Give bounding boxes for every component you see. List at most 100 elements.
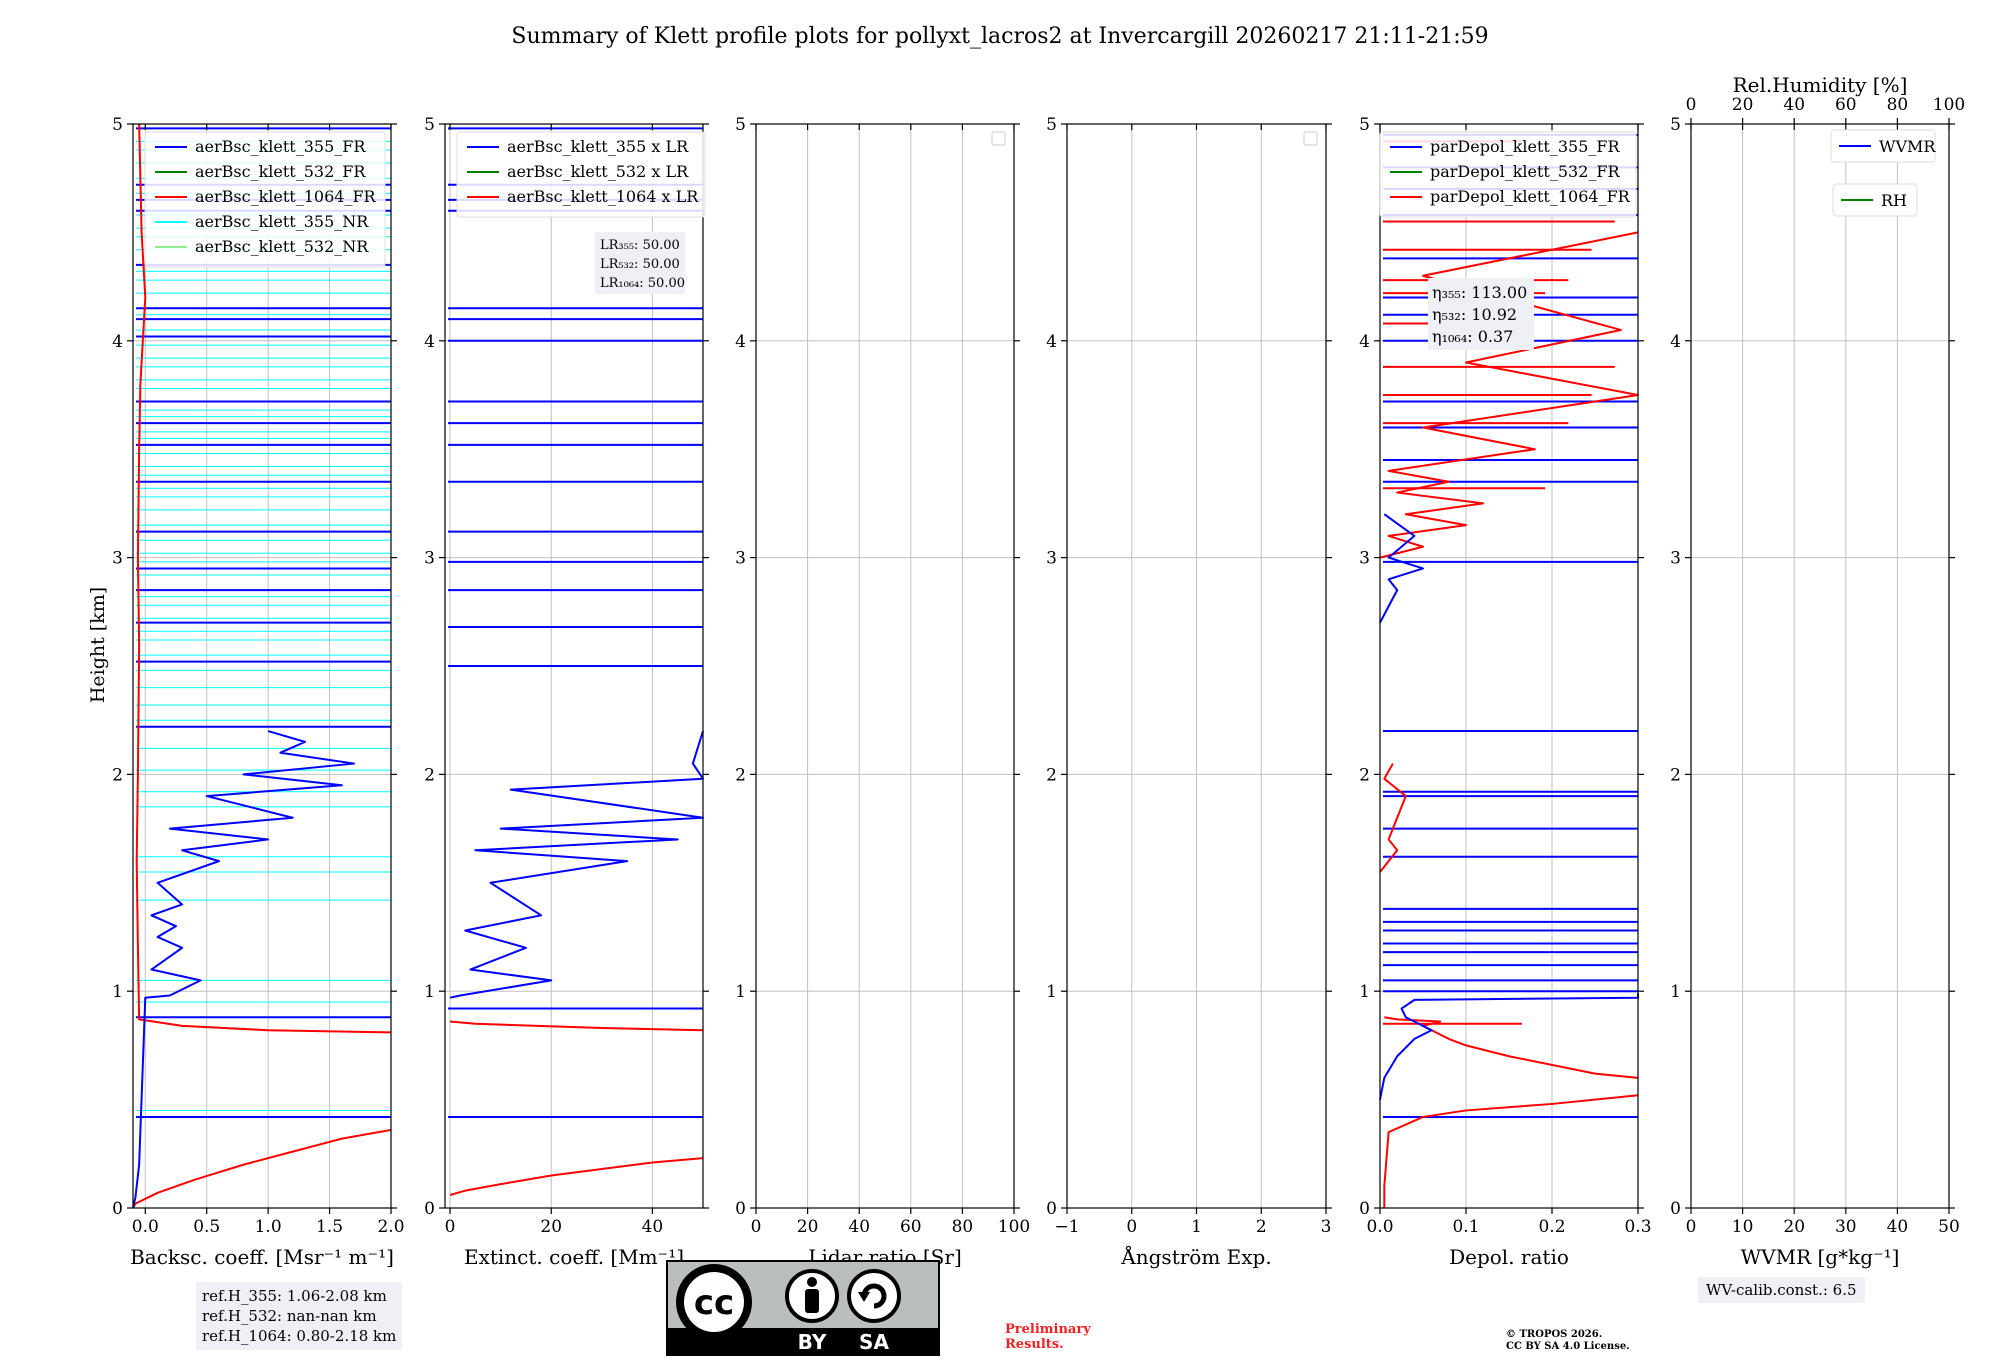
- plot-frame: [1379, 123, 1639, 1209]
- x-axis-label: Backsc. coeff. [Msr⁻¹ m⁻¹]: [130, 1245, 394, 1269]
- ref-height-355: ref.H_355: 1.06-2.08 km: [202, 1287, 387, 1305]
- copyright-line-1: © TROPOS 2026.: [1506, 1329, 1603, 1340]
- legend-label: aerBsc_klett_355_FR: [195, 137, 366, 156]
- preliminary-line-1: Preliminary: [1005, 1322, 1091, 1337]
- legend-depol: parDepol_klett_355_FR parDepol_klett_532_…: [1379, 131, 1637, 218]
- y-tick-label: 1: [735, 982, 746, 1002]
- lidar-ratio-text: LR₅₃₂: 50.00: [600, 257, 680, 272]
- top-x-tick-label: 20: [1732, 95, 1754, 115]
- x-tick-label: 0.0: [1366, 1217, 1393, 1237]
- x-tick-label: 0: [751, 1217, 762, 1237]
- attribution-icon: [785, 1269, 839, 1323]
- wv-calibration-box: WV-calib.const.: 6.5: [1698, 1277, 1865, 1303]
- eta-text: η₅₃₂: 10.92: [1432, 305, 1517, 324]
- y-tick-label: 1: [1670, 982, 1681, 1002]
- x-axis-label: WVMR [g*kg⁻¹]: [1741, 1245, 1900, 1269]
- panels-group: 0.0 0.5 1.0 1.5 2.0 0 1 2 3 4 5 Backsc. coeff. [Msr…: [112, 73, 1965, 1269]
- x-tick-label: 0.5: [193, 1217, 220, 1237]
- y-tick-label: 5: [1046, 115, 1057, 135]
- series-line-red: [132, 1128, 392, 1209]
- cc-license-badge: cc BY SA: [666, 1260, 940, 1356]
- series-line-red: [449, 1020, 704, 1032]
- legend-label: aerBsc_klett_1064 x LR: [507, 187, 699, 206]
- y-tick-label: 2: [1359, 765, 1370, 785]
- x-tick-label: 0.0: [132, 1217, 159, 1237]
- y-tick-label: 0: [1670, 1199, 1681, 1219]
- top-x-tick-label: 0: [1686, 95, 1697, 115]
- x-tick-label: 60: [900, 1217, 922, 1237]
- eta-text: η₃₅₅: 113.00: [1432, 283, 1527, 302]
- top-x-tick-label: 80: [1887, 95, 1909, 115]
- legend-label: aerBsc_klett_355 x LR: [507, 137, 689, 156]
- legend-label: aerBsc_klett_532 x LR: [507, 162, 689, 181]
- y-tick-label: 3: [424, 549, 435, 569]
- x-tick-label: −1: [1054, 1217, 1079, 1237]
- top-x-tick-label: 40: [1783, 95, 1805, 115]
- y-tick-label: 1: [1359, 982, 1370, 1002]
- legend-box-wvmr: [1830, 129, 1936, 163]
- y-tick-label: 4: [1359, 332, 1370, 352]
- plot-frame: [755, 123, 1015, 1209]
- y-tick-label: 4: [735, 332, 746, 352]
- y-tick-label: 4: [1046, 332, 1057, 352]
- y-tick-label: 4: [112, 332, 123, 352]
- panel-backscatter: 0.0 0.5 1.0 1.5 2.0 0 1 2 3 4 5 Backsc. coeff. [Msr…: [112, 115, 404, 1269]
- legend-label: parDepol_klett_1064_FR: [1430, 187, 1631, 206]
- x-tick-label: 0: [1686, 1217, 1697, 1237]
- lidar-ratio-text: LR₁₀₆₄: 50.00: [600, 276, 685, 291]
- x-tick-label: 1.5: [316, 1217, 343, 1237]
- x-tick-label: 40: [642, 1217, 664, 1237]
- plot-frame: [444, 123, 704, 1209]
- legend-box: [1379, 131, 1637, 218]
- eta-box: [1428, 278, 1534, 350]
- x-tick-label: 20: [540, 1217, 562, 1237]
- x-axis-label: Ångström Exp.: [1120, 1244, 1271, 1269]
- y-tick-label: 5: [735, 115, 746, 135]
- wv-calibration-text: WV-calib.const.: 6.5: [1706, 1281, 1857, 1299]
- x-tick-label: 10: [1732, 1217, 1754, 1237]
- series-line-red: [1383, 1094, 1639, 1208]
- x-tick-label: 80: [952, 1217, 974, 1237]
- x-tick-label: 0: [445, 1217, 456, 1237]
- x-tick-label: 1.0: [255, 1217, 282, 1237]
- y-tick-label: 2: [735, 765, 746, 785]
- lidar-ratio-text: LR₃₅₅: 50.00: [600, 238, 680, 253]
- y-tick-label: 5: [112, 115, 123, 135]
- y-tick-label: 5: [1359, 115, 1370, 135]
- y-tick-label: 0: [1359, 1199, 1370, 1219]
- panel-depol: 0.0 0.1 0.2 0.3 0 1 2 3 4 5 Depol. ratio parDepol_k…: [1359, 115, 1651, 1269]
- legend-label: aerBsc_klett_1064_FR: [195, 187, 377, 206]
- figure-title: Summary of Klett profile plots for polly…: [511, 24, 1488, 49]
- preliminary-results-note: Preliminary Results.: [1005, 1322, 1091, 1352]
- legend-extinction: aerBsc_klett_355 x LR aerBsc_klett_532 x …: [456, 131, 706, 218]
- preliminary-line-2: Results.: [1005, 1337, 1064, 1352]
- x-tick-label: 30: [1835, 1217, 1857, 1237]
- y-axis-label: Height [km]: [87, 587, 109, 703]
- ref-height-1064: ref.H_1064: 0.80-2.18 km: [202, 1327, 397, 1345]
- series-line-blue: [1379, 513, 1424, 624]
- x-tick-label: 40: [848, 1217, 870, 1237]
- series-line-red: [1384, 1016, 1639, 1079]
- eta-text: η₁₀₆₄: 0.37: [1432, 327, 1513, 346]
- series-line-red: [449, 1157, 704, 1196]
- empty-legend-box: [991, 131, 1006, 146]
- x-tick-label: 0: [1126, 1217, 1137, 1237]
- series-line-blue: [132, 730, 356, 1209]
- cc-by-label: BY: [798, 1330, 827, 1354]
- series-line-blue: [449, 730, 704, 999]
- y-tick-label: 0: [424, 1199, 435, 1219]
- y-tick-label: 1: [1046, 982, 1057, 1002]
- y-tick-label: 3: [112, 549, 123, 569]
- x-tick-label: 50: [1938, 1217, 1960, 1237]
- top-x-tick-label: 60: [1835, 95, 1857, 115]
- x-tick-label: 20: [797, 1217, 819, 1237]
- x-axis-label: Depol. ratio: [1449, 1245, 1569, 1269]
- legend-label: aerBsc_klett_355_NR: [195, 212, 369, 231]
- y-tick-label: 5: [424, 115, 435, 135]
- y-tick-label: 5: [1670, 115, 1681, 135]
- x-tick-label: 20: [1783, 1217, 1805, 1237]
- legend-label: parDepol_klett_532_FR: [1430, 162, 1621, 181]
- top-x-tick-label: 100: [1933, 95, 1965, 115]
- x-tick-label: 100: [998, 1217, 1030, 1237]
